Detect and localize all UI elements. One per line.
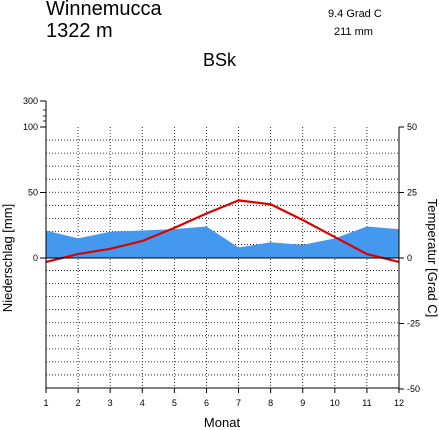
x-tick-label: 8 (268, 398, 273, 408)
temperature-line (45, 199, 400, 263)
x-tick-label: 9 (300, 398, 305, 408)
x-tick-label: 6 (204, 398, 209, 408)
x-tick-label: 2 (76, 398, 81, 408)
temperature-line-layer (45, 199, 400, 263)
x-tick-label: 1 (43, 398, 48, 408)
right-tick-label: -25 (407, 319, 420, 329)
right-tick-label: 0 (407, 253, 412, 263)
station-elevation: 1322 m (46, 20, 113, 42)
x-tick-label: 7 (236, 398, 241, 408)
x-tick-label: 11 (362, 398, 371, 408)
x-tick-label: 12 (394, 398, 404, 408)
x-tick-label: 10 (330, 398, 340, 408)
right-tick-label: -50 (407, 384, 420, 394)
x-axis-title: Monat (204, 415, 241, 430)
left-tick-label: 0 (33, 253, 38, 263)
climate-classification: BSk (203, 50, 237, 70)
right-tick-label: 50 (407, 122, 417, 132)
annual-precipitation-total: 211 mm (334, 26, 373, 38)
x-tick-label: 4 (140, 398, 145, 408)
right-tick-label: 25 (407, 188, 417, 198)
x-tick-label: 3 (108, 398, 113, 408)
left-tick-label: 50 (28, 188, 38, 198)
precipitation-area (46, 226, 399, 258)
annual-mean-temperature: 9.4 Grad C (328, 8, 382, 20)
left-tick-label: 300 (23, 96, 38, 106)
station-name: Winnemucca (46, 0, 162, 20)
precipitation-area-layer (46, 226, 399, 258)
left-tick-label: 100 (23, 122, 38, 132)
right-axis-title: Temperatur [Grad C] (425, 199, 439, 318)
x-tick-label: 5 (172, 398, 177, 408)
left-axis-title: Niederschlag [mm] (0, 204, 15, 312)
